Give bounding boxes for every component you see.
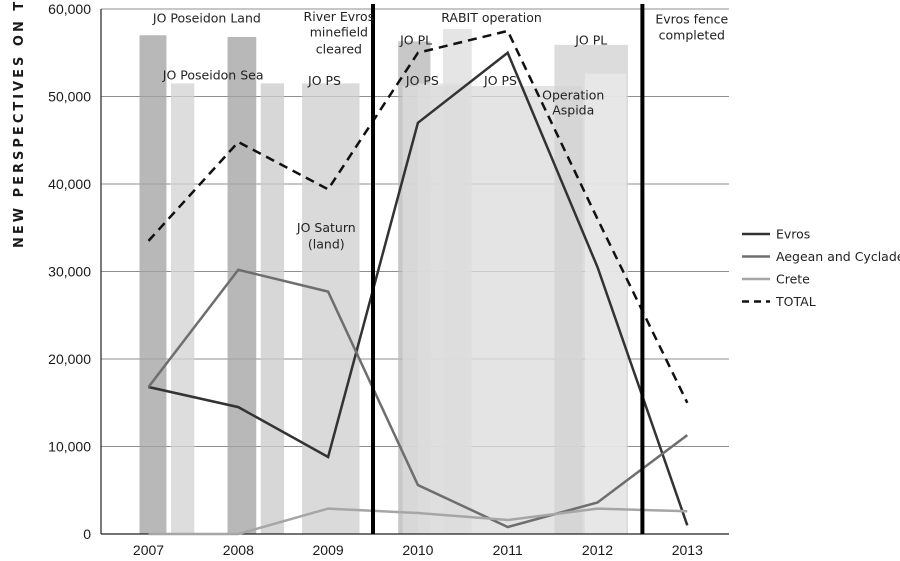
annotation-label: Evros fence [655, 12, 728, 27]
series-line-aegean-and-cyclades [147, 268, 689, 529]
annotation-label: JO PL [399, 33, 432, 48]
y-tick-label: 40,000 [48, 176, 91, 192]
annotation-label: completed [659, 27, 725, 42]
x-tick-label: 2012 [582, 542, 613, 558]
operation-bar [584, 73, 627, 534]
annotation-label: JO PS [405, 73, 439, 88]
legend: Evros Aegean and Cyclades Crete TOTAL [742, 227, 900, 309]
x-tick-label: 2009 [313, 542, 344, 558]
event-lines [371, 4, 645, 534]
annotation-label: Aspida [552, 103, 594, 118]
y-tick-labels: 0 10,000 20,000 30,000 40,000 50,000 60,000 [48, 1, 91, 542]
annotation-label: RABIT operation [441, 10, 542, 25]
annotation-label: JO PL [574, 33, 607, 48]
annotation-label: JO Poseidon Land [152, 11, 261, 26]
legend-label: Aegean and Cyclades [776, 249, 900, 264]
y-tick-label: 30,000 [48, 264, 91, 280]
operation-bar [227, 37, 257, 534]
legend-label: Evros [776, 227, 810, 242]
operation-bar [260, 83, 285, 534]
x-tick-label: 2007 [133, 542, 164, 558]
y-tick-label: 10,000 [48, 439, 91, 455]
y-tick-label: 0 [83, 526, 91, 542]
x-tick-label: 2013 [672, 542, 703, 558]
x-tick-label: 2010 [402, 542, 433, 558]
annotations: JO Poseidon Land JO Poseidon Sea River Evr… [152, 9, 729, 252]
annotation-label: River Evros [304, 9, 375, 24]
legend-label: TOTAL [775, 294, 816, 309]
operation-bar [302, 83, 360, 534]
y-tick-label: 50,000 [48, 89, 91, 105]
annotation-label: JO Saturn [296, 220, 356, 235]
operation-bar [139, 35, 167, 534]
annotation-label: JO PS [483, 73, 517, 88]
annotation-label: JO PS [307, 73, 341, 88]
annotation-label: cleared [316, 41, 362, 56]
x-tick-label: 2008 [223, 542, 254, 558]
series-lines [147, 29, 689, 536]
x-tick-labels: 2007 2008 2009 2010 2011 2012 2013 [133, 542, 703, 558]
annotation-label: minefield [310, 25, 368, 40]
annotation-label: JO Poseidon Sea [162, 68, 264, 83]
operation-bar [170, 83, 195, 534]
annotation-label: (land) [308, 236, 345, 251]
x-tick-label: 2011 [493, 542, 523, 558]
legend-label: Crete [776, 272, 810, 287]
y-tick-label: 60,000 [48, 1, 91, 17]
series-line-crete [148, 507, 688, 536]
y-tick-label: 20,000 [48, 351, 91, 367]
series-line-total [147, 29, 689, 404]
series-line-evros [148, 50, 689, 526]
annotation-label: Operation [542, 88, 604, 103]
